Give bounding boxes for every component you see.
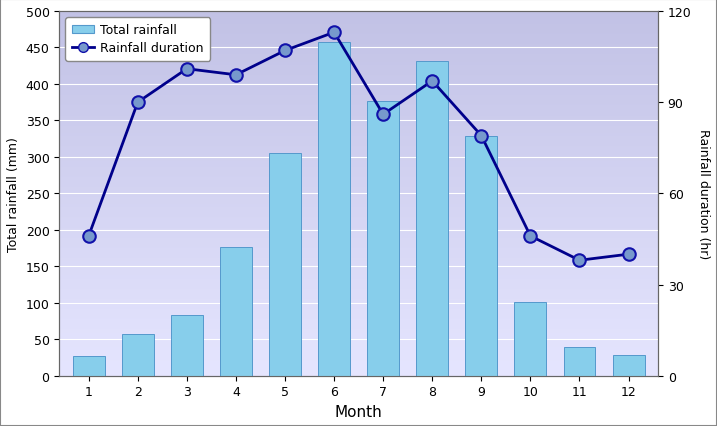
Y-axis label: Total rainfall (mm): Total rainfall (mm) <box>7 137 20 251</box>
Bar <box>367 102 399 376</box>
Y-axis label: Rainfall duration (hr): Rainfall duration (hr) <box>697 129 710 259</box>
Bar <box>515 302 546 376</box>
Bar <box>269 154 301 376</box>
Bar <box>612 356 645 376</box>
Bar <box>220 248 252 376</box>
Bar <box>465 137 498 376</box>
Bar <box>72 356 105 376</box>
Legend: Total rainfall, Rainfall duration: Total rainfall, Rainfall duration <box>65 18 210 61</box>
Bar <box>417 61 448 376</box>
Bar <box>564 348 595 376</box>
Bar <box>318 43 350 376</box>
Bar <box>171 316 203 376</box>
X-axis label: Month: Month <box>335 404 382 419</box>
Bar <box>122 334 153 376</box>
